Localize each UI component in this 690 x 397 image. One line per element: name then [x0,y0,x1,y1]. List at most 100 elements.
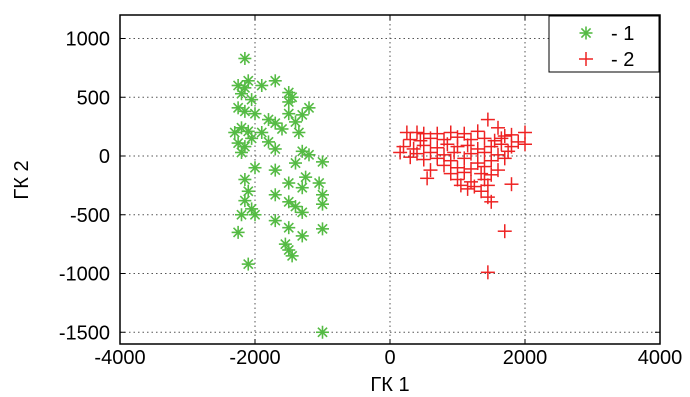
series-2 [393,112,532,280]
point-series-2 [403,150,418,165]
legend-marker-series-1 [579,26,593,40]
point-series-2 [501,144,516,159]
point-series-1 [292,126,306,139]
data-points [228,51,532,339]
point-series-2 [450,172,465,187]
point-series-2 [470,156,485,171]
point-series-1 [282,221,296,235]
point-series-2 [464,161,478,176]
legend-marker-series-2 [579,52,593,66]
point-series-2 [457,126,472,141]
point-series-1 [238,194,252,208]
y-tick-label: -1000 [59,264,110,286]
point-series-2 [477,159,492,174]
point-series-2 [403,132,418,147]
point-series-2 [453,178,468,193]
x-tick-label: -2000 [229,347,280,369]
point-series-1 [295,181,309,195]
point-series-2 [457,151,472,166]
point-series-2 [477,145,492,160]
point-series-2 [491,120,505,135]
point-series-2 [416,138,431,153]
point-series-1 [235,145,248,159]
tick-labels: -4000 -2000 0 2000 4000 -1500 -1000 -500 0 500 100… [59,29,682,370]
series-1 [228,51,329,339]
point-series-1 [231,136,245,150]
point-series-1 [235,208,248,222]
legend: - 1 - 2 [548,15,660,73]
point-series-2 [420,171,435,186]
point-series-1 [275,122,289,136]
legend-label-series-1: - 1 [611,23,634,45]
point-series-1 [248,107,262,121]
point-series-1 [241,184,255,198]
point-series-1 [238,173,252,186]
x-tick-label: 0 [384,347,395,369]
point-series-2 [497,151,512,166]
point-series-2 [423,131,438,146]
point-series-2 [460,138,475,153]
point-series-1 [231,225,245,239]
point-series-1 [268,142,282,156]
point-series-1 [255,79,269,92]
point-series-1 [282,195,296,209]
point-series-1 [228,126,242,139]
point-series-1 [245,131,259,145]
point-series-1 [262,135,275,149]
point-series-1 [289,115,302,129]
point-series-1 [282,95,296,109]
point-series-2 [447,145,462,160]
point-series-2 [494,137,509,152]
legend-asterisk [579,26,593,40]
point-series-1 [262,113,275,127]
point-series-2 [410,125,424,140]
x-tick-label: -4000 [94,347,145,369]
y-tick-label: 1000 [66,29,111,51]
point-series-1 [241,257,255,271]
point-series-1 [268,74,282,88]
point-series-2 [497,224,512,239]
point-series-1 [248,161,262,175]
y-tick-label: -500 [70,205,110,227]
x-tick-label: 4000 [638,347,683,369]
point-series-2 [396,139,411,154]
point-series-2 [518,125,532,140]
point-series-1 [235,87,248,101]
point-series-2 [497,129,512,144]
point-series-2 [393,145,408,160]
point-series-2 [487,133,502,148]
legend-label-series-2: - 2 [611,49,634,71]
point-series-1 [295,205,309,219]
point-series-2 [416,152,431,167]
legend-box [548,15,660,73]
point-series-2 [480,112,495,127]
point-series-2 [484,194,499,209]
point-series-2 [423,163,438,178]
point-series-2 [484,153,499,168]
legend-plus [579,52,593,66]
point-series-2 [460,181,475,196]
point-series-1 [295,144,309,158]
point-series-1 [282,107,296,121]
point-series-2 [491,147,505,162]
point-series-1 [312,176,326,190]
point-series-2 [450,139,465,154]
point-series-2 [518,137,532,152]
y-tick-label: -1500 [59,322,110,344]
point-series-2 [464,132,478,147]
point-series-1 [316,155,329,169]
point-series-1 [316,197,329,211]
point-series-1 [231,101,245,115]
point-series-1 [316,325,329,339]
point-series-2 [457,165,472,180]
point-series-2 [480,265,495,280]
point-series-1 [238,104,252,118]
y-tick-label: 0 [99,146,110,168]
point-series-2 [423,145,438,160]
point-series-2 [477,172,492,187]
point-series-1 [299,170,313,184]
point-series-2 [474,184,489,199]
point-series-1 [268,188,282,202]
